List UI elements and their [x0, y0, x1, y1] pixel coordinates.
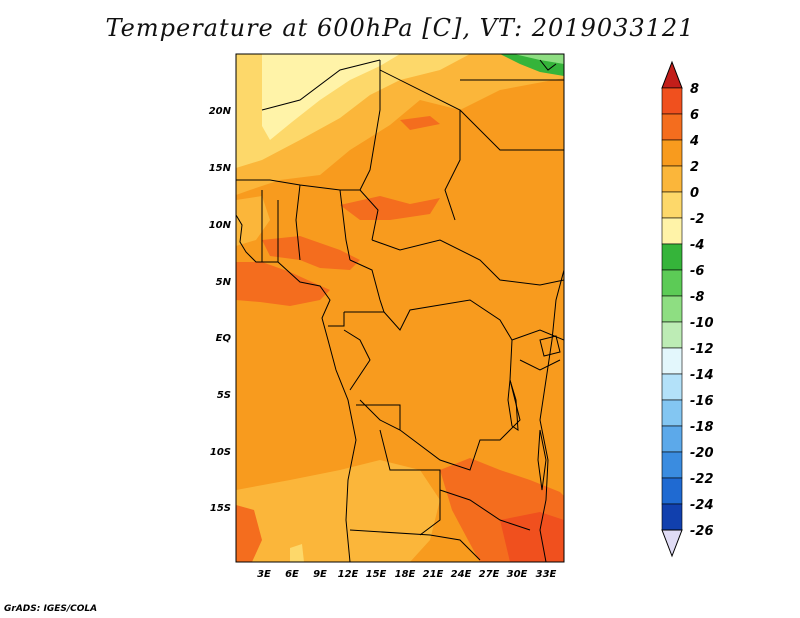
- colorbar-box: [661, 295, 683, 323]
- lat-label: EQ: [216, 333, 232, 344]
- border-drc: [359, 299, 521, 471]
- lon-label: 15E: [366, 569, 387, 580]
- colorbar-label: -4: [690, 238, 704, 253]
- lon-label: 9E: [313, 569, 327, 580]
- field-south-light: [236, 460, 440, 562]
- colorbar-label: 8: [690, 82, 699, 97]
- lat-label: 10N: [209, 220, 232, 231]
- colorbar-box: [661, 399, 683, 427]
- colorbar-label: -12: [690, 342, 714, 357]
- colorbar-box: [661, 191, 683, 219]
- border-cameroon: [344, 259, 385, 313]
- coast-west-africa: [236, 214, 357, 562]
- colorbar-labels: 8 6 4 2 0 -2 -4 -6 -8 -10 -12 -14 -16 -18 -20 -22 -24 -26: [689, 82, 714, 539]
- colorbar-label: -22: [690, 472, 714, 487]
- field-sahel-warm: [262, 236, 360, 270]
- temperature-field: [236, 54, 564, 562]
- field-north-pale: [262, 54, 400, 140]
- field-north-pale-2: [300, 58, 360, 78]
- lon-axis: 3E 6E 9E 12E 15E 18E 21E 24E 27E 30E 33E: [257, 569, 556, 580]
- colorbar-box: [661, 321, 683, 349]
- colorbar-label: -8: [690, 290, 704, 305]
- field-se-hot: [500, 512, 564, 562]
- border-nigeria: [295, 184, 351, 261]
- border-car: [371, 239, 564, 286]
- colorbar-box: [661, 165, 683, 193]
- lon-label: 21E: [423, 569, 444, 580]
- field-west-warm: [236, 262, 330, 306]
- lat-label: 15N: [209, 163, 232, 174]
- colorbar-label: -18: [690, 420, 714, 435]
- colorbar-label: 4: [689, 134, 699, 149]
- lon-label: 30E: [507, 569, 528, 580]
- lon-label: 6E: [285, 569, 299, 580]
- lat-label: 15S: [210, 503, 231, 514]
- lat-label: 20N: [209, 106, 232, 117]
- colorbar-box: [661, 425, 683, 453]
- colorbar-box: [661, 347, 683, 375]
- colorbar-label: 6: [690, 108, 699, 123]
- lat-label: 5S: [217, 390, 231, 401]
- red-sea-coast: [539, 59, 557, 71]
- lon-label: 3E: [257, 569, 271, 580]
- colorbar-box: [661, 451, 683, 479]
- border-north-3: [379, 69, 461, 221]
- border-north-5: [459, 109, 564, 151]
- colorbar-label: 2: [690, 160, 699, 175]
- colorbar-label: -2: [690, 212, 704, 227]
- lon-label: 27E: [479, 569, 500, 580]
- colorbar-label: -10: [690, 316, 714, 331]
- field-south-west-warm: [236, 505, 262, 562]
- colorbar-box: [661, 243, 683, 271]
- border-north-2: [359, 60, 381, 191]
- colorbar-label: -16: [690, 394, 714, 409]
- lake-malawi: [537, 429, 547, 491]
- border-north-1: [261, 59, 381, 111]
- colorbar-box: [661, 503, 683, 531]
- lon-label: 18E: [395, 569, 416, 580]
- field-north-warm-1: [400, 116, 440, 130]
- colorbar-boxes: [661, 87, 683, 531]
- colorbar-box: [661, 269, 683, 297]
- border-west-small: [261, 190, 279, 262]
- lake-victoria: [539, 335, 561, 357]
- field-south-yellow: [290, 544, 304, 562]
- colorbar-box: [661, 87, 683, 115]
- colorbar-box: [661, 477, 683, 505]
- border-angola: [356, 404, 441, 536]
- lat-label: 10S: [210, 447, 231, 458]
- colorbar-label: -26: [690, 524, 714, 539]
- lake-tanganyika: [507, 379, 519, 431]
- credit-label: GrADS: IGES/COLA: [4, 604, 98, 614]
- country-borders: [236, 59, 564, 562]
- field-ne-green-light: [514, 54, 564, 64]
- colorbar-box: [661, 139, 683, 167]
- coast-east-africa: [539, 269, 564, 562]
- colorbar-box: [661, 217, 683, 245]
- field-north-warm-2: [340, 196, 440, 220]
- border-southeast: [439, 489, 531, 531]
- colorbar-label: -6: [690, 264, 704, 279]
- colorbar: 8 6 4 2 0 -2 -4 -6 -8 -10 -12 -14 -16 -18 -20 -22 -24 -26: [661, 60, 714, 558]
- lat-label: 5N: [216, 277, 232, 288]
- map-title: Temperature at 600hPa [C], VT: 201903312…: [105, 14, 695, 42]
- colorbar-label: 0: [690, 186, 699, 201]
- border-namibia: [349, 529, 481, 561]
- lon-label: 24E: [451, 569, 472, 580]
- lat-axis: 20N 15N 10N 5N EQ 5S 10S 15S: [209, 106, 232, 514]
- border-gabon: [328, 312, 371, 391]
- colorbar-top-arrow: [661, 60, 683, 89]
- lon-label: 33E: [536, 569, 557, 580]
- lon-label: 12E: [338, 569, 359, 580]
- colorbar-box: [661, 373, 683, 401]
- colorbar-label: -14: [690, 368, 714, 383]
- plot-frame: [235, 53, 565, 563]
- colorbar-bottom-arrow: [661, 529, 683, 558]
- colorbar-box: [661, 113, 683, 141]
- colorbar-label: -24: [690, 498, 714, 513]
- colorbar-label: -20: [690, 446, 714, 461]
